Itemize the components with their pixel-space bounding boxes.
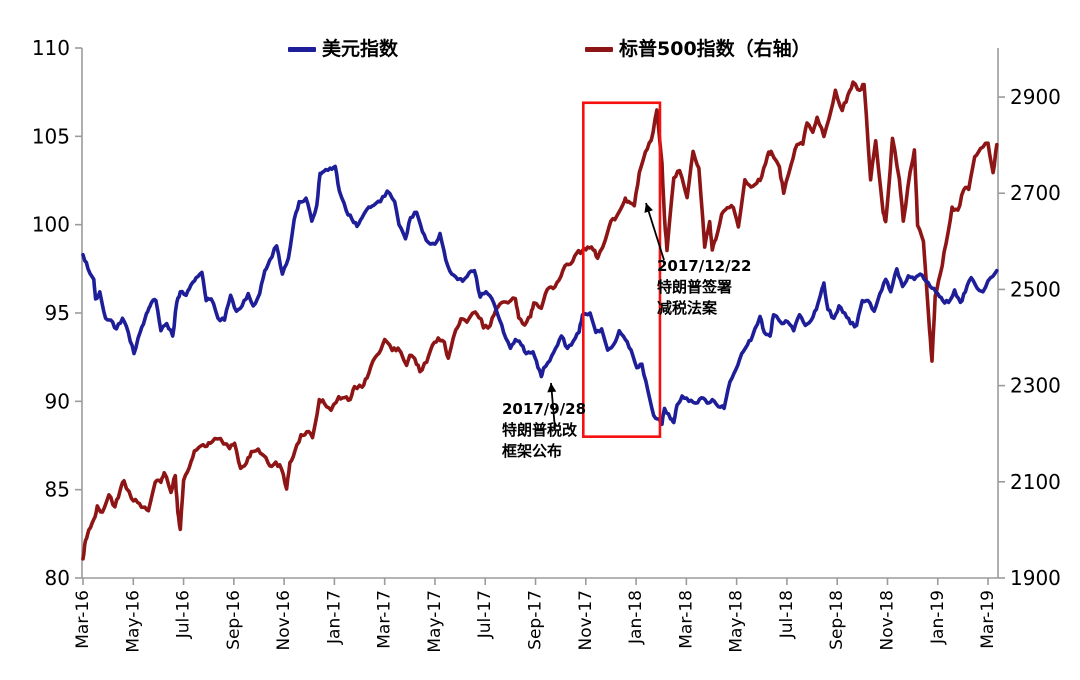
x-axis-tick-label: Mar-18 [676, 590, 696, 649]
legend-item-sp500-index: 标普500指数（右轴） [585, 36, 811, 62]
x-axis-tick-label: Jan-17 [324, 590, 344, 645]
left-axis-tick-label: 85 [45, 478, 70, 502]
right-axis-tick-label: 1900 [1010, 566, 1061, 590]
right-axis-tick-label: 2100 [1010, 470, 1061, 494]
usd-index-legend-label: 美元指数 [322, 38, 399, 60]
annotation-tax-framework-text-1: 特朗普税改 [502, 421, 578, 439]
usd-index-legend-key-icon [288, 46, 316, 52]
left-axis-tick-label: 80 [45, 566, 70, 590]
left-axis-tick-label: 110 [32, 36, 70, 60]
x-axis-tick-label: Nov-16 [274, 590, 294, 651]
annotation-tax-bill-text-1: 特朗普签署 [657, 278, 733, 296]
x-axis-tick-label: Nov-18 [877, 590, 897, 651]
right-axis-tick-label: 2900 [1010, 85, 1061, 109]
annotation-arrow-tax-bill-head [644, 203, 654, 213]
left-axis-tick-label: 95 [45, 301, 70, 325]
x-axis-tick-label: Mar-19 [978, 590, 998, 649]
annotation-tax-bill-text-2: 减税法案 [657, 299, 718, 317]
right-axis-tick-label: 2500 [1010, 277, 1061, 301]
sp500-legend-label: 标普500指数（右轴） [619, 38, 811, 60]
x-axis-tick-label: Sep-18 [827, 590, 847, 650]
annotation-tax-framework-date: 2017/9/28 [502, 400, 587, 418]
x-axis-tick-label: May-16 [123, 590, 143, 653]
annotation-tax-bill-date: 2017/12/22 [657, 257, 752, 275]
left-axis-tick-label: 105 [32, 124, 70, 148]
x-axis-tick-label: Jul-16 [174, 590, 194, 639]
x-axis-tick-label: May-17 [425, 590, 445, 653]
x-axis-tick-label: Jul-17 [475, 590, 495, 639]
x-axis-tick-label: Mar-16 [73, 590, 93, 649]
x-axis-tick-label: Jul-18 [777, 590, 797, 639]
annotation-arrow-tax-framework-head [547, 383, 557, 393]
x-axis-tick-label: Mar-17 [375, 590, 395, 649]
highlight-box [581, 101, 662, 438]
annotation-arrow-tax-bill [645, 202, 665, 261]
annotation-tax-framework-text-2: 框架公布 [502, 442, 563, 460]
x-axis-tick-label: Sep-16 [224, 590, 244, 650]
right-axis-tick-label: 2300 [1010, 374, 1061, 398]
x-axis-tick-label: Nov-17 [576, 590, 596, 651]
sp500-line [81, 80, 999, 561]
x-axis-tick-label: Jan-18 [626, 590, 646, 645]
left-axis-tick-label: 90 [45, 389, 70, 413]
right-axis-tick-label: 2700 [1010, 181, 1061, 205]
left-axis-tick-label: 100 [32, 213, 70, 237]
sp500-legend-key-icon [585, 46, 613, 52]
usd-index-line [81, 164, 999, 427]
x-axis-tick-label: Jan-19 [928, 590, 948, 645]
x-axis-tick-label: May-18 [727, 590, 747, 653]
annotation-tax-bill: 2017/12/22 特朗普签署 减税法案 [657, 256, 751, 319]
legend-item-usd-index: 美元指数 [288, 36, 398, 62]
x-axis-tick-label: Sep-17 [526, 590, 546, 650]
annotation-tax-framework: 2017/9/28 特朗普税改 框架公布 [502, 399, 586, 462]
